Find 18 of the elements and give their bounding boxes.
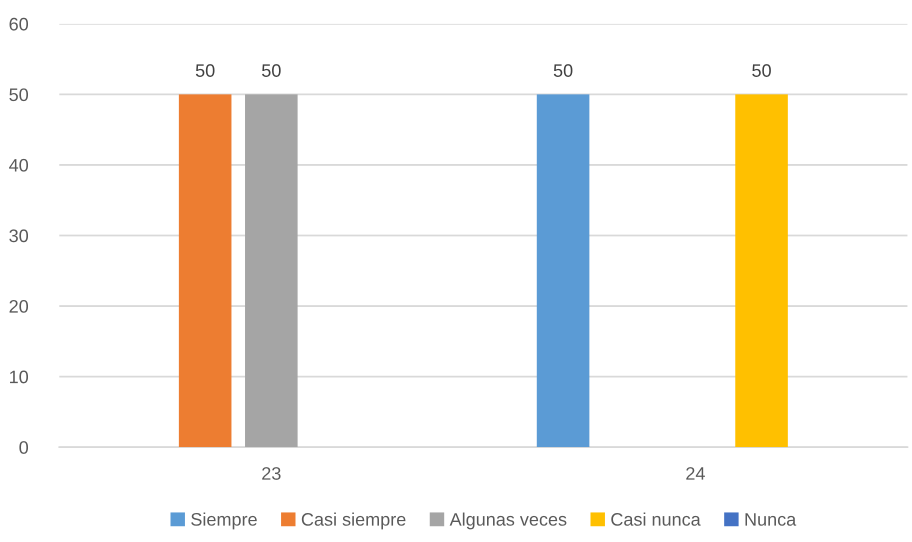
data-label: 50 bbox=[554, 64, 572, 77]
y-tick-label: 20 bbox=[10, 300, 28, 313]
data-label: 50 bbox=[196, 64, 214, 77]
x-tick-label: 23 bbox=[262, 467, 281, 480]
y-tick-label: 10 bbox=[10, 370, 28, 384]
y-tick-label: 40 bbox=[9, 158, 28, 172]
legend-label: Nunca bbox=[746, 513, 796, 526]
legend-label: Algunas veces bbox=[450, 512, 566, 530]
y-tick-label: 30 bbox=[9, 229, 28, 242]
data-label: 50 bbox=[752, 64, 771, 77]
y-tick-label: 0 bbox=[19, 441, 28, 454]
y-tick-label: 60 bbox=[10, 18, 28, 31]
y-tick-label: 50 bbox=[9, 88, 28, 102]
legend-label: Casi nunca bbox=[611, 512, 701, 526]
legend-label: Siempre bbox=[191, 512, 257, 530]
legend-label: Casi siempre bbox=[302, 512, 406, 530]
x-tick-label: 24 bbox=[686, 467, 705, 480]
data-label: 50 bbox=[262, 64, 281, 77]
